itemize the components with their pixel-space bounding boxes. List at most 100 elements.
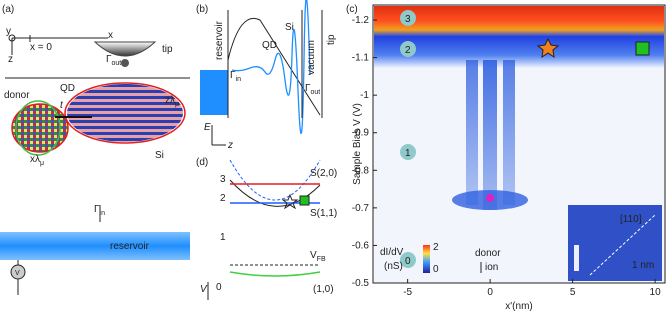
state-label: 2	[405, 45, 411, 56]
qd-label: QD	[60, 83, 75, 94]
s20-curve	[229, 159, 321, 201]
heatmap-band	[374, 36, 664, 68]
y-tick-label: -1.1	[352, 53, 370, 64]
star-marker	[536, 37, 560, 59]
state-label: S(2,0)	[310, 168, 337, 179]
y-tick-label: -0.7	[352, 203, 370, 214]
state-marker	[400, 252, 416, 268]
y-tick-label: -0.8	[352, 165, 370, 176]
inset-colorbar	[574, 245, 579, 271]
x-tick-label: 10	[650, 287, 662, 298]
state-marker	[400, 41, 416, 57]
state-marker	[400, 144, 416, 160]
subscript: out	[112, 60, 122, 67]
reservoir-fill	[200, 70, 228, 115]
potential	[227, 18, 321, 116]
reservoir	[0, 232, 190, 260]
panel-a: (a) y x z x = 0 tip Γout QD donor t zλμ …	[0, 4, 190, 295]
heatmap-peak	[486, 194, 494, 202]
donor-label: donor	[475, 248, 501, 259]
donor-label: ion	[485, 262, 498, 273]
si-label: Si	[285, 22, 294, 33]
axis-label: x	[108, 30, 113, 41]
x-tick-label: -5	[403, 287, 412, 298]
colorbar-tick: 0	[433, 264, 439, 275]
square-marker	[299, 195, 310, 206]
state-label: 1	[405, 148, 411, 159]
si-label: Si	[155, 150, 164, 161]
axis-label: z	[227, 140, 233, 151]
square-marker	[635, 41, 650, 56]
y-tick-label: -1.2	[352, 15, 370, 26]
reservoir-label: reservoir	[214, 20, 225, 60]
donor-outline	[15, 100, 61, 156]
reservoir-label: reservoir	[110, 241, 150, 252]
gamma-out: Γout	[106, 54, 121, 67]
panel-label: (d)	[196, 157, 208, 168]
qd-label: QD	[262, 40, 277, 51]
y-tick-label: -0.5	[352, 278, 370, 289]
subscript: μ	[40, 160, 44, 167]
qd-wavefunction	[67, 84, 183, 142]
subscript: in	[100, 210, 106, 217]
inset	[568, 205, 662, 281]
wavefunction	[231, 0, 311, 134]
state-label: S(1,1)	[310, 208, 337, 219]
axis-label: E	[204, 122, 211, 133]
colorbar-unit: (nS)	[384, 261, 403, 272]
x-axis-label: x'(nm)	[505, 301, 532, 312]
symbol: Γ	[230, 70, 236, 81]
donor-label: donor	[4, 90, 30, 101]
gamma-in: Γin	[230, 70, 241, 83]
axis-label: V	[200, 284, 208, 295]
tip-apex	[121, 59, 129, 67]
donor-wavefunction	[11, 103, 69, 153]
level-label: 3	[220, 174, 226, 185]
state-label: 3	[405, 14, 411, 25]
symbol: Γ	[106, 54, 112, 65]
star-marker	[281, 193, 299, 210]
symbol: Γ	[94, 204, 100, 215]
level-label: 1	[220, 232, 226, 243]
y-tick-label: -0.6	[352, 240, 370, 251]
subscript: μ	[175, 101, 179, 108]
panel-c: (c) [110] 1 nm 3 2 1 0 dI/dV (nS) 2 0 do…	[346, 4, 666, 312]
state-marker	[400, 10, 416, 26]
subscript: in	[236, 76, 242, 83]
y-tick-label: -0.9	[352, 128, 370, 139]
inset-label: 1 nm	[632, 260, 654, 271]
panel-label: (c)	[346, 4, 358, 15]
level-0	[229, 271, 321, 277]
subscript: FB	[317, 256, 326, 263]
tip-label: tip	[326, 34, 337, 45]
symbol: xλ	[30, 154, 40, 165]
panel-label: (b)	[196, 4, 208, 15]
panel-label: (a)	[2, 4, 14, 15]
symbol: V	[310, 250, 317, 261]
x-tick-label: 5	[570, 287, 576, 298]
vfb-label: VFB	[310, 250, 326, 263]
level-label: 0	[216, 282, 222, 293]
inset-label: [110]	[620, 214, 642, 225]
z-lambda: zλμ	[165, 95, 179, 108]
tip	[93, 41, 157, 57]
potential	[229, 179, 321, 207]
panel-b: (b) reservoir QD Si vacuum tip Γin Γout …	[196, 0, 337, 151]
x-lambda: xλμ	[30, 154, 44, 167]
colorbar	[423, 245, 430, 273]
y-tick-label: -1	[360, 90, 369, 101]
colorbar-title: dI/dV	[380, 247, 404, 258]
qd-outline	[64, 82, 186, 144]
symbol: zλ	[165, 95, 175, 106]
symbol: Γ	[305, 83, 311, 94]
heatmap-streak	[483, 60, 497, 210]
axis-label: y	[6, 26, 11, 37]
gamma-out: Γout	[305, 83, 320, 96]
state-label: 0	[405, 256, 411, 267]
heatmap-streak	[503, 60, 515, 205]
panel-d: (d) 3 2 1 0 S(2,0) S(1,1) (1,0) VFB V	[196, 157, 337, 300]
tip-label: tip	[162, 44, 173, 55]
voltage-label: V	[15, 270, 20, 277]
vacuum-label: vacuum	[306, 40, 317, 75]
